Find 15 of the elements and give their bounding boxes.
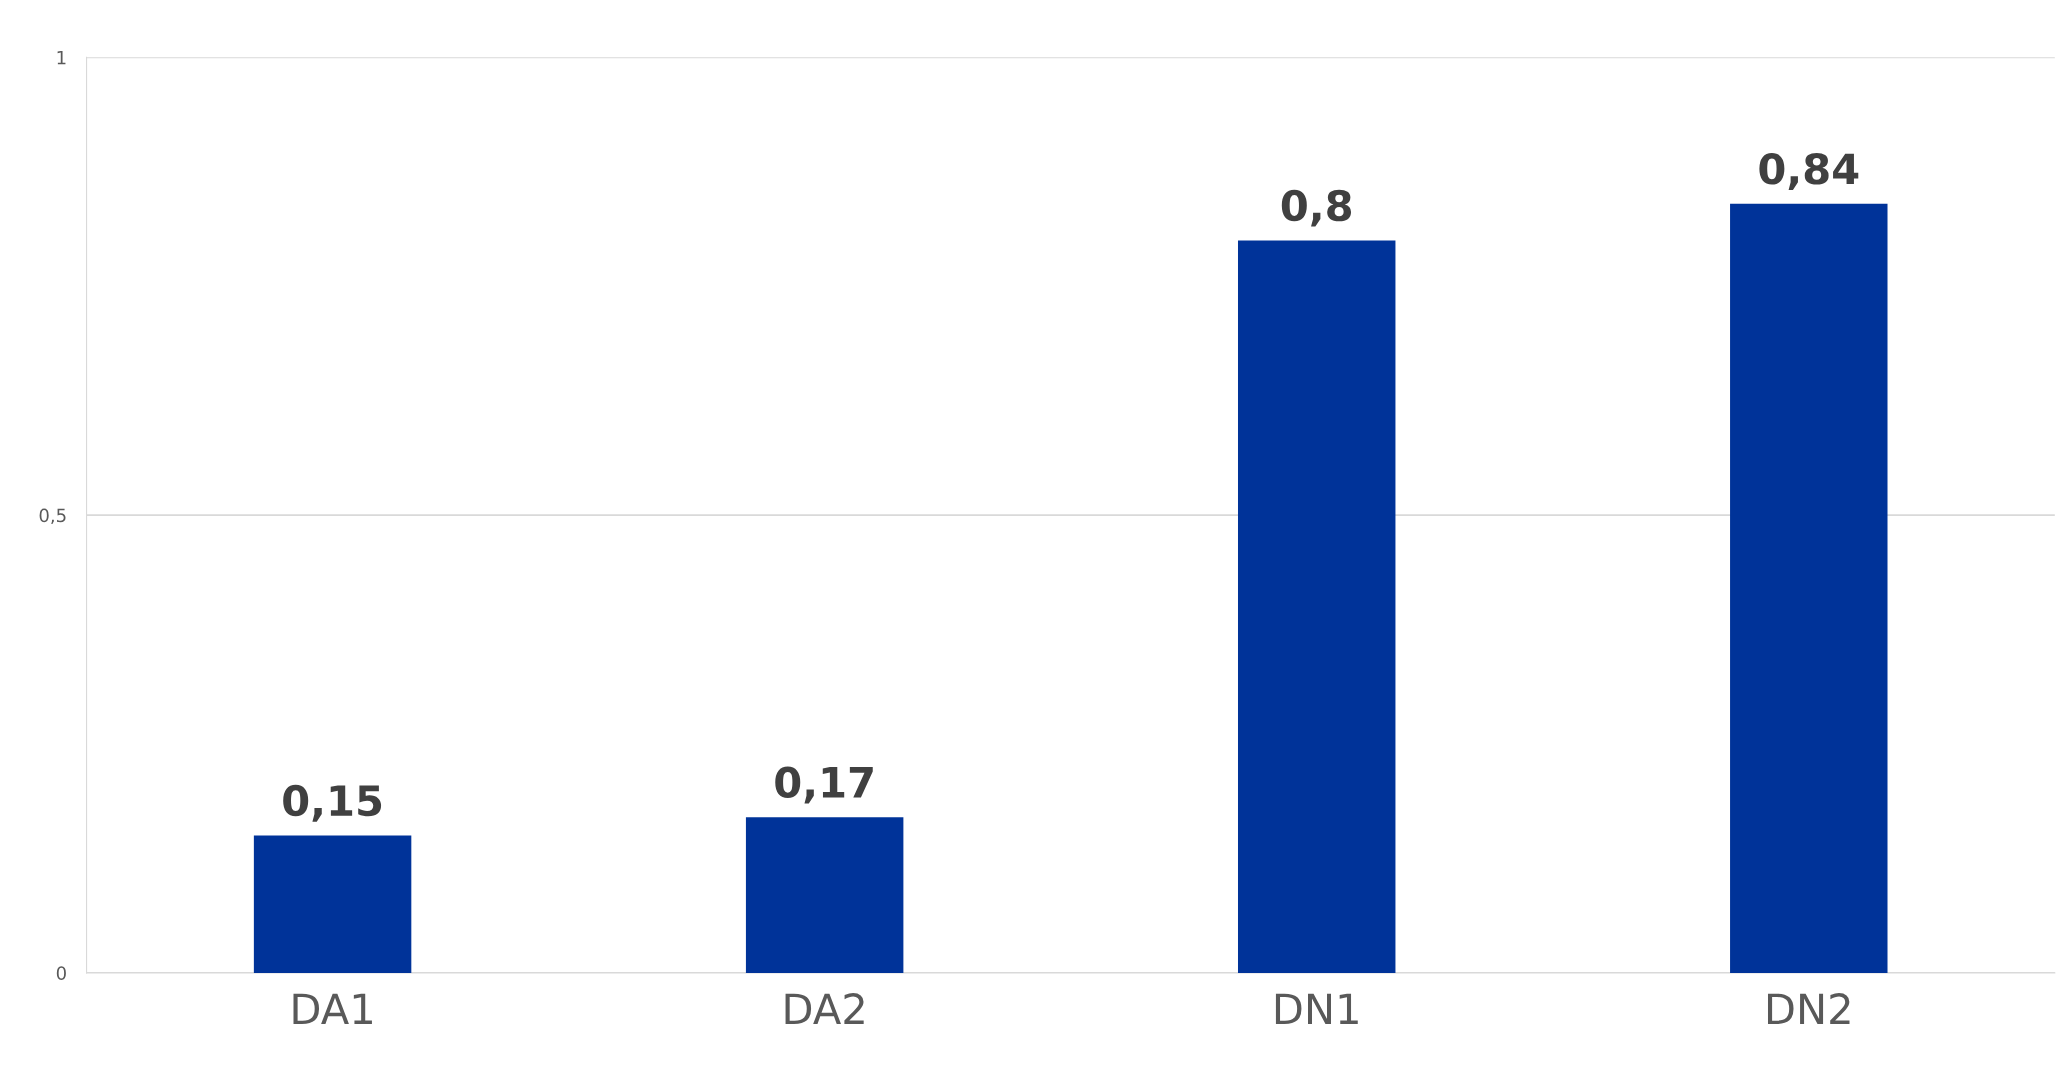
bar [1237,240,1396,973]
x-tick-label: DN2 [1767,993,1850,1024]
y-tick-label: 0 [56,966,66,981]
x-tick-label: DN1 [1275,993,1358,1024]
data-label: 0,8 [1281,189,1352,227]
bar [745,817,904,973]
data-label: 0,84 [1759,153,1859,190]
y-tick-label: 0,5 [39,508,66,525]
x-tick-label: DA2 [785,993,864,1024]
y-tick-label: 1 [57,50,66,65]
bar [253,835,412,973]
data-label: 0,17 [775,766,873,804]
data-label: 0,15 [283,784,382,822]
x-tick-label: DA1 [293,993,372,1024]
bar [1730,203,1888,973]
